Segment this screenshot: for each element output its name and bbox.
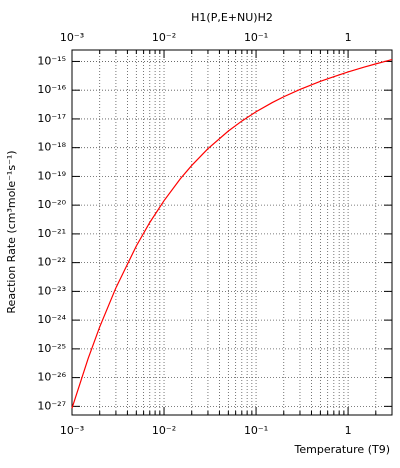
x-tick-label: 10⁻³	[60, 424, 84, 437]
y-tick-label: 10⁻¹⁵	[37, 54, 66, 67]
x-axis-label: Temperature (T9)	[294, 443, 390, 456]
y-tick-label: 10⁻²²	[37, 256, 66, 269]
y-tick-label: 10⁻²⁷	[37, 399, 66, 412]
chart-title: H1(P,E+NU)H2	[191, 11, 273, 24]
y-tick-label: 10⁻²⁴	[37, 313, 66, 326]
top-tick-label: 10⁻¹	[244, 31, 268, 44]
rate-curve	[71, 59, 393, 409]
x-tick-label: 10⁻²	[152, 424, 176, 437]
y-tick-label: 10⁻¹⁶	[37, 83, 66, 96]
y-tick-label: 10⁻²³	[37, 284, 66, 297]
y-tick-label: 10⁻¹⁸	[37, 141, 66, 154]
plot-frame	[71, 49, 393, 416]
y-tick-label: 10⁻²⁶	[37, 371, 66, 384]
x-tick-label: 1	[345, 424, 352, 437]
y-tick-label: 10⁻²⁰	[37, 198, 66, 211]
y-tick-label: 10⁻²⁵	[37, 342, 66, 355]
y-axis-label: Reaction Rate (cm³mole⁻¹s⁻¹)	[5, 150, 18, 313]
top-tick-label: 10⁻³	[60, 31, 84, 44]
y-tick-label: 10⁻²¹	[37, 227, 66, 240]
y-tick-label: 10⁻¹⁹	[37, 169, 66, 182]
y-tick-label: 10⁻¹⁷	[37, 112, 66, 125]
x-tick-label: 10⁻¹	[244, 424, 268, 437]
top-tick-label: 1	[345, 31, 352, 44]
top-tick-label: 10⁻²	[152, 31, 176, 44]
